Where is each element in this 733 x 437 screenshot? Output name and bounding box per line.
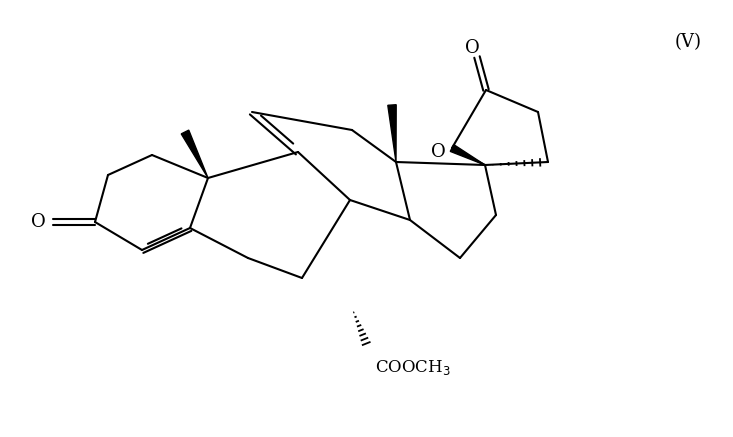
Text: COOCH$_3$: COOCH$_3$ xyxy=(375,358,451,377)
Text: O: O xyxy=(465,39,479,57)
Text: O: O xyxy=(430,143,446,161)
Text: (V): (V) xyxy=(674,33,701,51)
Polygon shape xyxy=(450,145,485,165)
Polygon shape xyxy=(388,105,397,162)
Polygon shape xyxy=(181,130,208,178)
Text: O: O xyxy=(31,213,45,231)
